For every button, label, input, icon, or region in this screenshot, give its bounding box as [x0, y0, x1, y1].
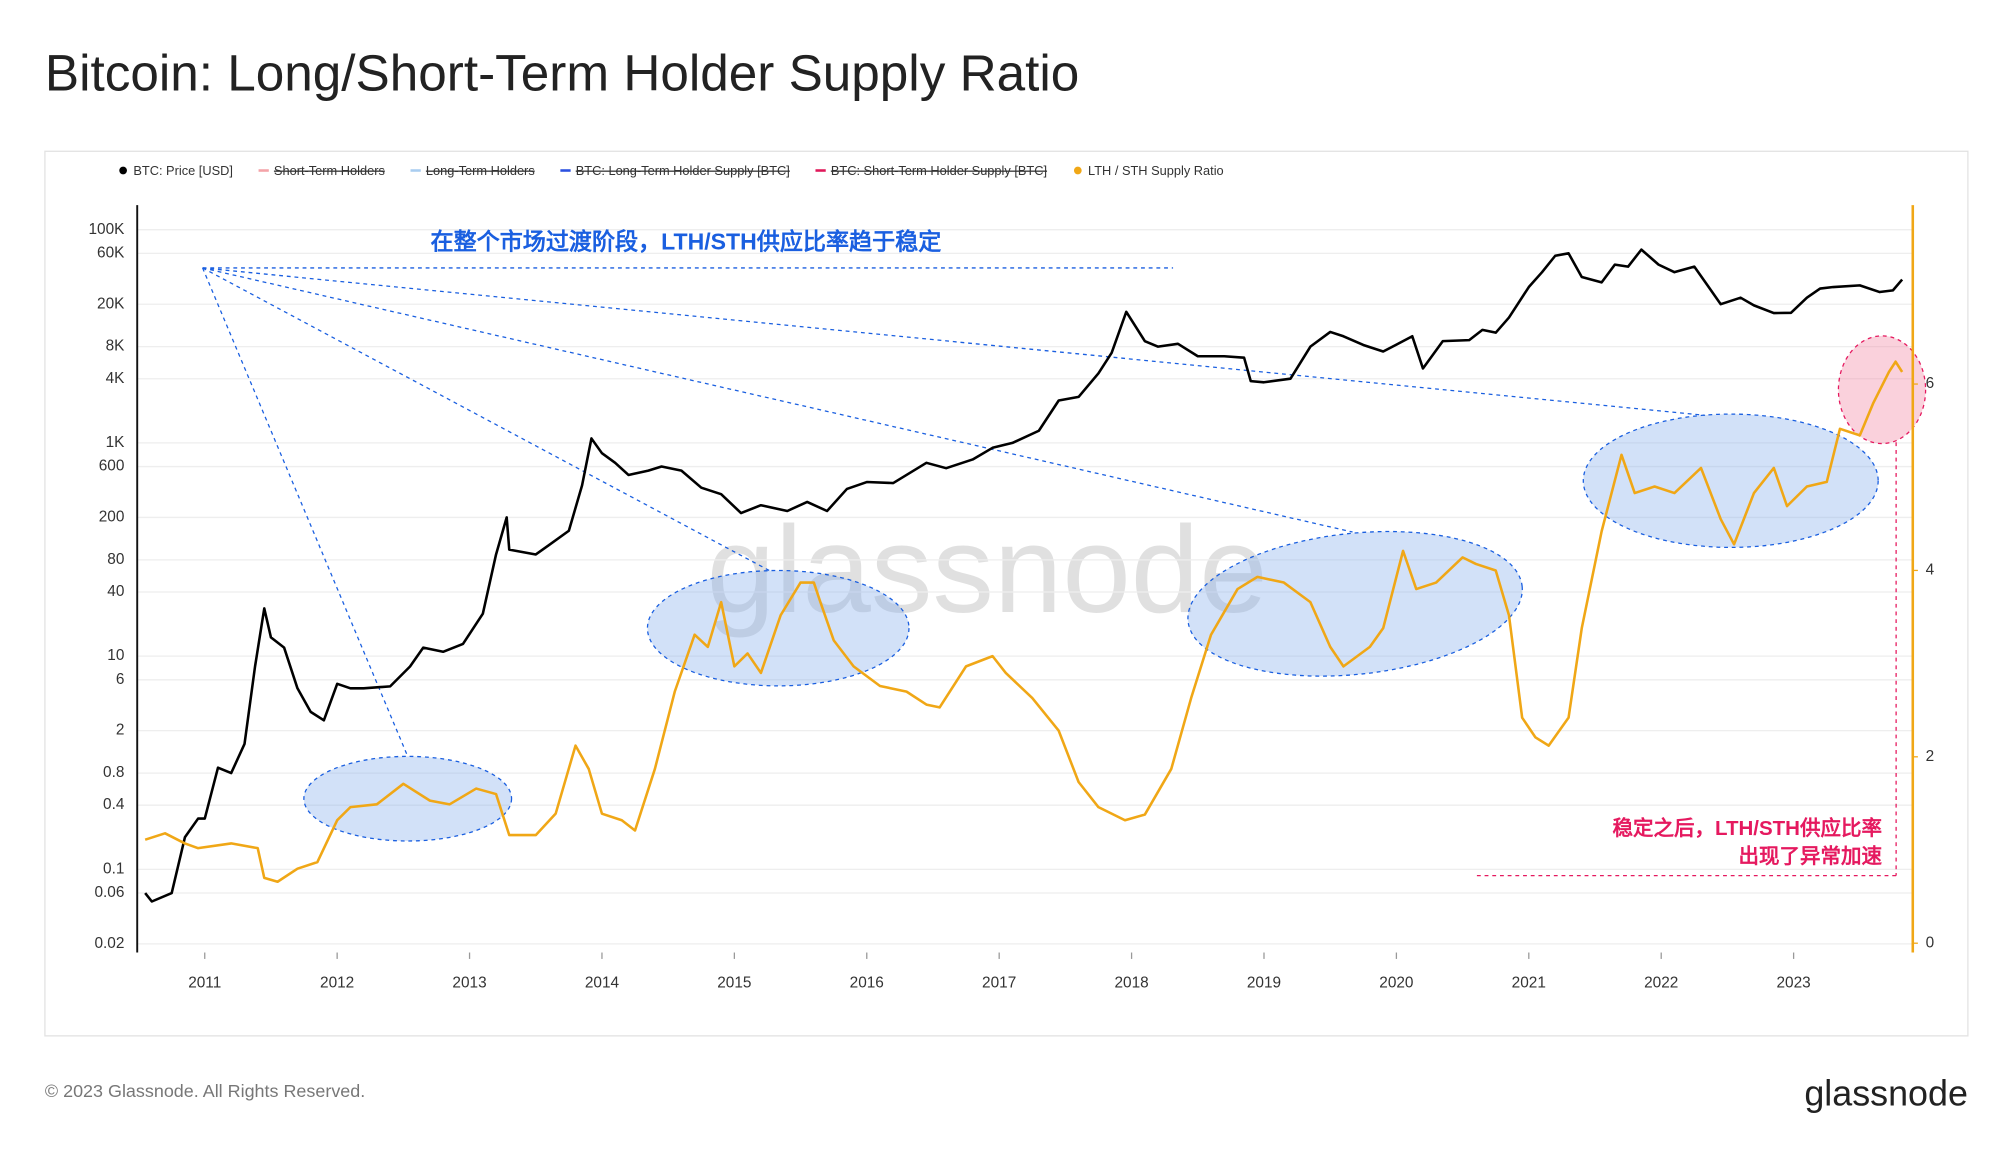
annotation-line [202, 267, 1706, 417]
x-tick-label: 2015 [717, 974, 751, 991]
annotation-shapes [202, 267, 1927, 877]
y-tick-label: 100K [88, 221, 125, 238]
x-tick-label: 2012 [320, 974, 354, 991]
page-title: Bitcoin: Long/Short-Term Holder Supply R… [45, 44, 1079, 101]
y-tick-label: 0.4 [103, 796, 125, 813]
x-tick-label: 2022 [1644, 974, 1678, 991]
footer: © 2023 Glassnode. All Rights Reserved. [45, 1081, 365, 1101]
y-tick-label: 6 [116, 671, 125, 688]
x-tick-label: 2020 [1379, 974, 1413, 991]
legend-label: LTH / STH Supply Ratio [1088, 163, 1224, 178]
x-tick-label: 2018 [1114, 974, 1148, 991]
highlight-ellipse [1187, 530, 1523, 677]
x-tick-label: 2014 [585, 974, 620, 991]
y2-tick-label: 4 [1926, 561, 1935, 578]
y-tick-label: 20K [97, 295, 125, 312]
legend-item[interactable]: BTC: Short-Term Holder Supply [BTC] [815, 163, 1047, 178]
legend-label: BTC: Long-Term Holder Supply [BTC] [576, 163, 790, 178]
highlight-ellipse [303, 755, 513, 842]
legend-item[interactable]: LTH / STH Supply Ratio [1073, 163, 1224, 178]
y-tick-label: 0.1 [103, 860, 124, 877]
y-tick-label: 2 [116, 722, 125, 739]
y-tick-label: 600 [99, 458, 125, 475]
y-tick-label: 40 [107, 583, 124, 600]
series-lines [144, 248, 1904, 903]
annotation-text: 出现了异常加速 [1739, 844, 1883, 868]
y-tick-label: 4K [106, 370, 126, 387]
chart-frame [44, 150, 1969, 1037]
highlight-ellipse [1582, 413, 1879, 549]
series-line [144, 360, 1904, 884]
grid [137, 229, 1913, 945]
y-tick-label: 80 [107, 551, 124, 568]
highlight-circle [1837, 335, 1927, 445]
legend-item[interactable]: Short-Term Holders [258, 163, 385, 178]
x-tick-label: 2016 [850, 974, 884, 991]
legend-label: Short-Term Holders [274, 163, 385, 178]
y-tick-label: 60K [97, 244, 125, 261]
legend-swatch [119, 166, 127, 175]
y-tick-label: 0.06 [94, 884, 124, 901]
y-tick-label: 0.8 [103, 764, 124, 781]
y-tick-label: 200 [99, 508, 125, 525]
x-tick-label: 2019 [1247, 974, 1281, 991]
logo: glassnode [1804, 1074, 1968, 1114]
annotation-line [202, 267, 409, 757]
legend: BTC: Price [USD] Short-Term Holders Long-T… [119, 163, 1224, 178]
series-line [144, 248, 1904, 903]
y2-tick-label: 2 [1926, 748, 1935, 765]
watermark: glassnode [707, 502, 1268, 639]
annotation-text: 在整个市场过渡阶段，LTH/STH供应比率趋于稳定 [431, 229, 942, 255]
annotation-text: 稳定之后，LTH/STH供应比率 [1612, 816, 1882, 840]
legend-item[interactable]: BTC: Price [USD] [119, 163, 233, 178]
y2-tick-label: 6 [1926, 375, 1935, 392]
legend-label: BTC: Short-Term Holder Supply [BTC] [831, 163, 1047, 178]
y-tick-label: 0.02 [94, 935, 124, 952]
y-tick-label: 8K [106, 338, 126, 355]
legend-label: BTC: Price [USD] [133, 163, 233, 178]
x-tick-label: 2021 [1512, 974, 1546, 991]
y2-tick-label: 0 [1926, 934, 1935, 951]
legend-swatch [1073, 166, 1082, 175]
x-tick-label: 2013 [452, 974, 486, 991]
legend-label: Long-Term Holders [426, 163, 535, 178]
legend-item[interactable]: BTC: Long-Term Holder Supply [BTC] [560, 163, 790, 178]
x-tick-label: 2011 [188, 974, 221, 991]
legend-item[interactable]: Long-Term Holders [410, 163, 535, 178]
x-tick-label: 2017 [982, 974, 1016, 991]
y-tick-label: 1K [106, 434, 126, 451]
y-tick-label: 10 [107, 647, 124, 664]
highlight-ellipse [646, 569, 910, 687]
x-tick-label: 2023 [1777, 974, 1811, 991]
